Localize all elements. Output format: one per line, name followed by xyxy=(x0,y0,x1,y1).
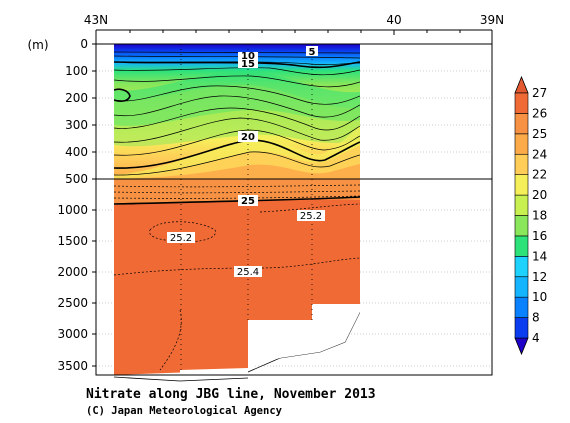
colorbar-label: 14 xyxy=(532,249,547,263)
colorbar-label: 8 xyxy=(532,311,540,325)
colorbar-label: 10 xyxy=(532,290,547,304)
y-tick-1000: 1000 xyxy=(57,203,88,217)
contour-label-25-2-left: 25.2 xyxy=(170,233,192,244)
colorbar-segment xyxy=(514,276,529,298)
colorbar-segment xyxy=(514,113,529,135)
y-tick-500: 500 xyxy=(65,172,88,186)
contour-label-25: 25 xyxy=(241,196,255,207)
colorbar-label: 27 xyxy=(532,86,547,100)
colorbar-segment xyxy=(514,235,529,257)
colorbar-segment xyxy=(514,174,529,196)
y-axis-lower: 1000 1500 2000 2500 3000 3500 xyxy=(57,203,96,373)
y-tick-200: 200 xyxy=(65,91,88,105)
x-tick-39n: 39N xyxy=(480,13,504,27)
y-tick-0: 0 xyxy=(80,37,88,51)
x-tick-40: 40 xyxy=(386,13,401,27)
contour-label-15: 15 xyxy=(241,59,255,70)
contour-labels: 5 10 15 20 25 25.2 25.2 25.4 xyxy=(167,46,325,278)
contour-label-10: 10 xyxy=(241,51,255,62)
contour-label-5: 5 xyxy=(309,47,316,58)
colorbar: 4 8 10 12 14 16 18 20 22 24 25 26 27 xyxy=(514,75,547,356)
colorbar-segment xyxy=(514,256,529,278)
colorbar-segment xyxy=(514,215,529,237)
colorbar-segment xyxy=(514,133,529,155)
colorbar-label: 26 xyxy=(532,106,547,120)
colorbar-label: 4 xyxy=(532,331,540,345)
colorbar-label: 18 xyxy=(532,209,547,223)
colorbar-segment xyxy=(514,92,529,114)
colorbar-label: 12 xyxy=(532,270,547,284)
colorbar-label: 24 xyxy=(532,147,547,161)
y-tick-300: 300 xyxy=(65,118,88,132)
colorbar-tip-low xyxy=(514,337,529,356)
colorbar-tip-high xyxy=(514,75,529,94)
contour-label-25-4: 25.4 xyxy=(237,267,259,278)
chart-title: Nitrate along JBG line, November 2013 xyxy=(86,387,376,402)
colorbar-label: 20 xyxy=(532,188,547,202)
y-tick-2500: 2500 xyxy=(57,296,88,310)
colorbar-label: 22 xyxy=(532,168,547,182)
y-tick-1500: 1500 xyxy=(57,234,88,248)
y-tick-3500: 3500 xyxy=(57,359,88,373)
contour-label-25-2-right: 25.2 xyxy=(300,211,322,222)
colorbar-label: 25 xyxy=(532,127,547,141)
y-tick-2000: 2000 xyxy=(57,265,88,279)
colorbar-segment xyxy=(514,296,529,318)
upper-panel xyxy=(95,43,493,180)
y-tick-400: 400 xyxy=(65,145,88,159)
y-tick-100: 100 xyxy=(65,64,88,78)
top-axis: 43N 40 39N xyxy=(84,13,504,44)
lower-panel xyxy=(95,178,493,382)
colorbar-label: 16 xyxy=(532,229,547,243)
y-axis-upper: 0 100 200 300 400 500 xyxy=(65,37,96,186)
upper-fill xyxy=(114,44,360,179)
contour-label-20: 20 xyxy=(241,132,255,143)
colorbar-segment xyxy=(514,317,529,339)
colorbar-segment xyxy=(514,194,529,216)
y-tick-3000: 3000 xyxy=(57,327,88,341)
x-tick-43n: 43N xyxy=(84,13,108,27)
y-axis-label: (m) xyxy=(27,38,48,52)
credit-text: (C) Japan Meteorological Agency xyxy=(86,405,283,417)
colorbar-segment xyxy=(514,153,529,175)
